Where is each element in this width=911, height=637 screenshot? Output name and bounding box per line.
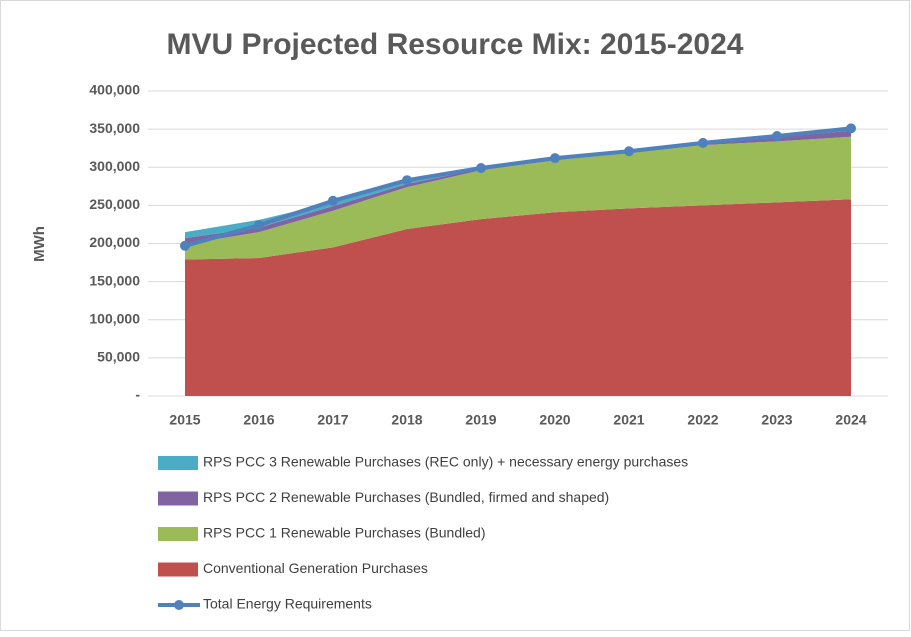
chart-title: MVU Projected Resource Mix: 2015-2024 xyxy=(167,28,744,61)
area xyxy=(185,130,851,245)
x-tick-label: 2018 xyxy=(391,412,422,428)
x-tick-label: 2017 xyxy=(317,412,348,428)
x-tick-label: 2015 xyxy=(169,412,200,428)
y-tick-label: 200,000 xyxy=(89,234,140,250)
line-marker xyxy=(476,163,486,174)
x-tick-label: 2021 xyxy=(613,412,644,428)
line-marker xyxy=(254,220,264,231)
area xyxy=(185,199,851,396)
line-marker xyxy=(772,130,782,141)
legend-swatch xyxy=(158,491,198,506)
legend-label: RPS PCC 3 Renewable Purchases (REC only)… xyxy=(203,454,688,470)
line-marker xyxy=(328,195,338,206)
line-marker xyxy=(846,123,856,134)
x-tick-label: 2020 xyxy=(539,412,570,428)
y-tick-label: 150,000 xyxy=(89,272,140,288)
legend-swatch xyxy=(158,527,198,541)
line-marker xyxy=(180,240,190,251)
y-tick-label: 300,000 xyxy=(89,158,140,174)
legend-swatch xyxy=(158,562,198,577)
line-marker xyxy=(624,146,634,157)
legend-label: RPS PCC 1 Renewable Purchases (Bundled) xyxy=(203,525,485,541)
legend-swatch xyxy=(158,456,198,470)
legend-label: Conventional Generation Purchases xyxy=(203,560,428,576)
y-tick-label: 50,000 xyxy=(97,349,140,365)
line-marker xyxy=(698,137,708,148)
y-tick-label: - xyxy=(135,387,140,403)
x-tick-label: 2024 xyxy=(835,412,866,428)
y-tick-label: 100,000 xyxy=(89,310,140,326)
area xyxy=(185,136,851,260)
y-tick-label: 400,000 xyxy=(89,82,140,98)
y-axis-label: MWh xyxy=(31,226,48,262)
line-marker xyxy=(402,175,412,186)
x-tick-label: 2023 xyxy=(761,412,792,428)
legend-marker xyxy=(174,600,184,610)
x-tick-label: 2022 xyxy=(687,412,718,428)
line xyxy=(184,126,852,248)
y-tick-label: 350,000 xyxy=(89,120,140,136)
x-tick-label: 2019 xyxy=(465,412,496,428)
legend-label: Total Energy Requirements xyxy=(203,596,372,612)
y-tick-label: 250,000 xyxy=(89,196,140,212)
line-marker xyxy=(550,153,560,164)
x-tick-label: 2016 xyxy=(243,412,274,428)
legend-label: RPS PCC 2 Renewable Purchases (Bundled, … xyxy=(203,489,609,505)
